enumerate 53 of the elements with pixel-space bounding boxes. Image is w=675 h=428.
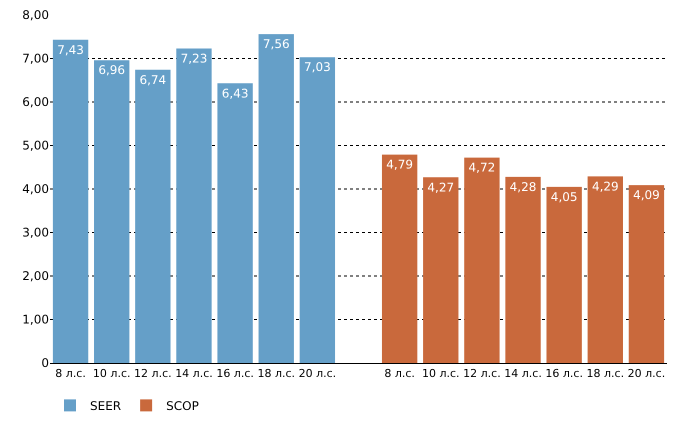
y-tick-label: 8,00 <box>22 8 49 22</box>
y-tick-label: 0 <box>41 356 49 370</box>
bar <box>258 34 294 363</box>
bar <box>505 176 541 363</box>
data-label: 4,79 <box>386 158 413 172</box>
x-tick-label: 18 л.с. <box>257 367 296 380</box>
bar <box>217 83 253 363</box>
x-tick-label: 12 л.с. <box>463 367 501 380</box>
y-tick-label: 6,00 <box>22 95 49 110</box>
x-tick-label: 20 л.с. <box>298 367 336 380</box>
x-tick-label: 14 л.с. <box>504 367 542 380</box>
bar <box>94 60 130 363</box>
data-label: 6,43 <box>222 86 248 100</box>
y-tick-label: 7,00 <box>22 52 49 66</box>
bar <box>464 158 500 363</box>
bar <box>423 177 458 363</box>
data-label: 6,74 <box>139 72 166 87</box>
data-label: 4,72 <box>468 160 496 175</box>
data-label: 4,09 <box>633 188 660 202</box>
y-tick-label: 1,00 <box>22 312 49 327</box>
data-label: 6,96 <box>98 63 126 78</box>
bar <box>135 70 171 363</box>
y-tick-label: 3,00 <box>22 226 49 240</box>
y-tick-label: 2,00 <box>22 269 49 284</box>
x-tick-label: 16 л.с. <box>545 367 583 380</box>
x-tick-label: 14 л.с. <box>175 367 213 380</box>
x-tick-label: 10 л.с. <box>422 367 460 380</box>
legend-label: SCOP <box>166 399 199 414</box>
legend-label: SEER <box>90 399 122 414</box>
data-label: 4,28 <box>510 180 536 194</box>
data-label: 7,23 <box>180 52 208 66</box>
x-tick-label: 8 л.с. <box>55 367 86 380</box>
bar <box>588 176 623 363</box>
x-tick-label: 10 л.с. <box>92 367 130 380</box>
x-tick-label: 16 л.с. <box>216 367 254 380</box>
x-tick-label: 8 л.с. <box>384 367 415 380</box>
bar <box>176 48 212 363</box>
data-label: 7,03 <box>304 60 331 74</box>
x-tick-label: 20 л.с. <box>628 367 666 380</box>
y-tick-label: 5,00 <box>22 138 49 153</box>
data-label: 7,43 <box>57 42 84 57</box>
data-label: 4,29 <box>592 179 619 194</box>
x-tick-label: 12 л.с. <box>134 367 172 380</box>
x-tick-label: 18 л.с. <box>586 367 624 380</box>
bar <box>300 57 336 363</box>
y-tick-label: 4,00 <box>22 182 49 196</box>
data-label: 4,05 <box>550 190 578 204</box>
bar <box>52 40 88 363</box>
bar <box>628 185 664 363</box>
data-label: 4,27 <box>427 180 454 194</box>
data-label: 7,56 <box>262 37 290 52</box>
bar <box>546 186 582 363</box>
bar <box>382 154 418 363</box>
